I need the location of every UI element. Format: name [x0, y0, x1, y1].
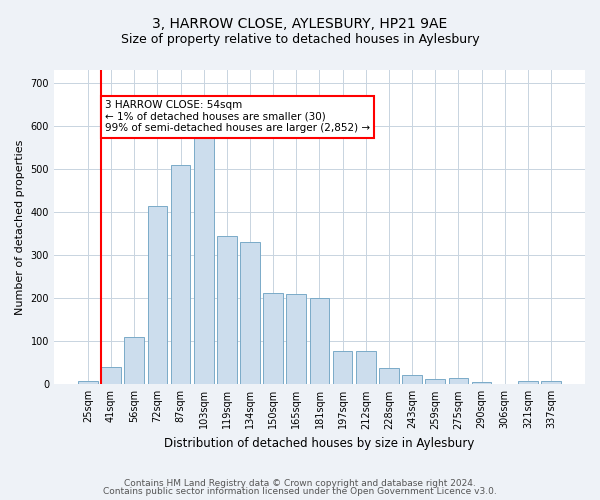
Bar — [356, 350, 376, 384]
Bar — [148, 206, 167, 384]
Bar — [449, 378, 468, 384]
Text: 3 HARROW CLOSE: 54sqm
← 1% of detached houses are smaller (30)
99% of semi-detac: 3 HARROW CLOSE: 54sqm ← 1% of detached h… — [104, 100, 370, 134]
Bar — [124, 337, 144, 384]
Bar — [101, 367, 121, 384]
Bar — [217, 236, 236, 384]
Bar — [541, 381, 561, 384]
X-axis label: Distribution of detached houses by size in Aylesbury: Distribution of detached houses by size … — [164, 437, 475, 450]
Text: 3, HARROW CLOSE, AYLESBURY, HP21 9AE: 3, HARROW CLOSE, AYLESBURY, HP21 9AE — [152, 18, 448, 32]
Bar — [333, 350, 352, 384]
Bar — [518, 382, 538, 384]
Text: Size of property relative to detached houses in Aylesbury: Size of property relative to detached ho… — [121, 32, 479, 46]
Bar — [240, 242, 260, 384]
Bar — [286, 294, 306, 384]
Bar — [472, 382, 491, 384]
Y-axis label: Number of detached properties: Number of detached properties — [15, 140, 25, 315]
Bar — [379, 368, 399, 384]
Bar — [263, 292, 283, 384]
Bar — [425, 378, 445, 384]
Text: Contains HM Land Registry data © Crown copyright and database right 2024.: Contains HM Land Registry data © Crown c… — [124, 478, 476, 488]
Bar — [310, 298, 329, 384]
Bar — [402, 375, 422, 384]
Text: Contains public sector information licensed under the Open Government Licence v3: Contains public sector information licen… — [103, 487, 497, 496]
Bar — [170, 164, 190, 384]
Bar — [78, 381, 98, 384]
Bar — [194, 136, 214, 384]
